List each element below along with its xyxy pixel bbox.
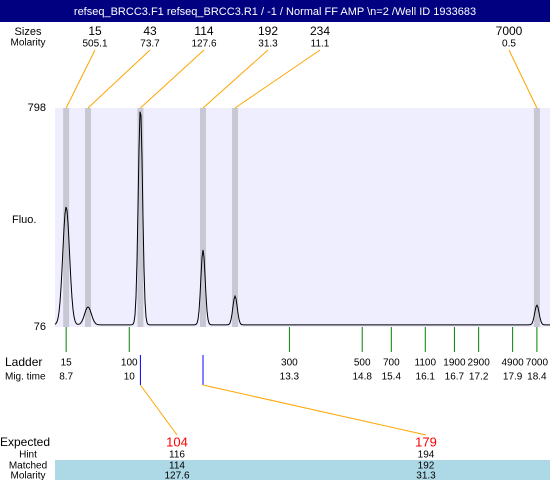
hint-label: Hint xyxy=(19,450,37,461)
matched-label: Matched xyxy=(9,461,47,472)
peak-molarity: 73.7 xyxy=(140,39,160,50)
peak-connector xyxy=(202,49,269,109)
mig-time: 18.4 xyxy=(527,372,547,383)
ladder-size: 2900 xyxy=(468,358,491,369)
ladder-size: 500 xyxy=(354,358,371,369)
peak-connector xyxy=(87,49,151,109)
title: refseq_BRCC3.F1 refseq_BRCC3.R1 / -1 / N… xyxy=(74,6,476,18)
expected-size: 179 xyxy=(415,434,437,449)
ladder-size: 300 xyxy=(281,358,298,369)
matched-size: 192 xyxy=(418,461,435,472)
peak-band xyxy=(85,108,91,327)
peak-molarity: 31.3 xyxy=(258,39,278,50)
peak-size: 15 xyxy=(88,24,102,38)
mig-time: 15.4 xyxy=(382,372,402,383)
mig-time: 16.1 xyxy=(416,372,436,383)
peak-molarity: 11.1 xyxy=(311,39,330,50)
ladder-size: 7000 xyxy=(526,358,549,369)
trace xyxy=(54,111,550,326)
peak-molarity: 0.5 xyxy=(502,39,516,50)
ladder-size: 1900 xyxy=(443,358,466,369)
match-connector xyxy=(140,384,178,436)
mig-time: 17.2 xyxy=(469,372,489,383)
hint-size: 194 xyxy=(418,450,435,461)
mig-time: 10 xyxy=(124,372,136,383)
matched-band xyxy=(55,460,550,480)
y-tick-label: 798 xyxy=(28,102,46,114)
hint-size: 116 xyxy=(169,450,185,461)
expected-size: 104 xyxy=(166,434,188,449)
size-label: Sizes xyxy=(15,26,42,38)
ladder-size: 700 xyxy=(383,358,400,369)
mig-time: 17.9 xyxy=(503,372,523,383)
peak-connector xyxy=(65,49,96,109)
molarity-label: Molarity xyxy=(10,38,45,49)
matched-molarity: 127.6 xyxy=(164,471,189,480)
mig-time: 14.8 xyxy=(352,372,372,383)
peak-molarity: 505.1 xyxy=(82,39,107,50)
mig-time: 8.7 xyxy=(59,372,73,383)
molarity-label: Molarity xyxy=(10,471,45,480)
y-tick-label: 76 xyxy=(34,321,46,333)
peak-band xyxy=(533,108,540,327)
ladder-size: 4900 xyxy=(502,358,525,369)
peak-band xyxy=(200,108,207,327)
ladder-size: 15 xyxy=(61,358,73,369)
y-label: Fluo. xyxy=(12,214,36,226)
peak-size: 7000 xyxy=(496,24,523,38)
plot-area xyxy=(55,108,550,327)
ladder-size: 100 xyxy=(121,358,138,369)
peak-connector xyxy=(140,49,205,109)
mig-time: 16.7 xyxy=(445,372,465,383)
peak-size: 234 xyxy=(310,24,330,38)
peak-molarity: 127.6 xyxy=(191,39,216,50)
peak-size: 192 xyxy=(258,24,278,38)
mig-time: 13.3 xyxy=(280,372,300,383)
match-connector xyxy=(202,384,427,436)
time-label: Mig. time xyxy=(5,372,46,383)
expected-label: Expected xyxy=(0,435,50,449)
peak-connector xyxy=(234,49,321,109)
peak-band xyxy=(63,108,70,327)
matched-size: 114 xyxy=(169,461,185,472)
peak-connector xyxy=(508,49,538,109)
peak-band xyxy=(137,108,144,327)
peak-size: 114 xyxy=(194,24,213,38)
peak-size: 43 xyxy=(143,24,157,38)
ladder-label: Ladder xyxy=(5,355,42,369)
peak-band xyxy=(232,108,239,327)
matched-molarity: 31.3 xyxy=(416,471,436,480)
title-bar xyxy=(0,0,550,22)
ladder-size: 1100 xyxy=(415,358,437,369)
